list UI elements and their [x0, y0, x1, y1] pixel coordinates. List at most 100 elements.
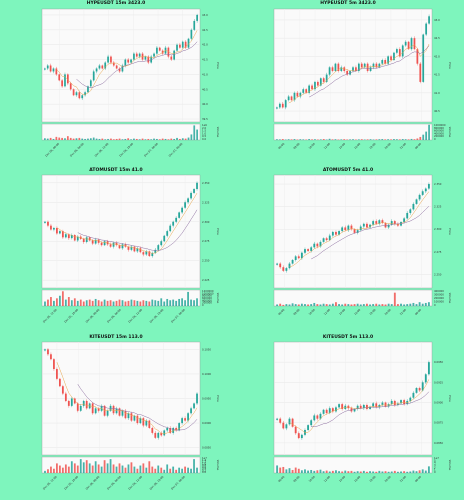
candle-body: [427, 362, 430, 375]
candle-body: [366, 404, 368, 409]
candle-body: [378, 220, 381, 224]
volume-bar: [359, 304, 362, 306]
volume-bar: [61, 291, 64, 306]
volume-tick-label: 1e6: [202, 123, 207, 127]
volume-bar: [133, 466, 136, 473]
volume-bar: [110, 138, 112, 140]
candle-body: [64, 234, 67, 238]
candle-body: [89, 80, 92, 87]
volume-axis-label: Volume: [216, 127, 220, 138]
volume-bar: [58, 295, 61, 306]
y-tick-label: 0.0875: [434, 421, 443, 425]
candle-body: [282, 422, 285, 429]
volume-bar: [412, 470, 415, 473]
volume-bar: [325, 304, 328, 306]
candle-body: [91, 240, 94, 244]
volume-bar: [294, 467, 297, 473]
volume-bar: [316, 470, 319, 473]
x-tick-label: 08:00: [292, 142, 300, 150]
volume-bar: [181, 138, 184, 140]
volume-bar: [297, 468, 300, 473]
y-tick-label: 40.5: [202, 87, 208, 91]
candle-body: [381, 220, 384, 223]
y-tick-label: 41.5: [202, 58, 208, 62]
volume-tick-label: 0: [434, 137, 436, 141]
candle-body: [353, 229, 356, 233]
volume-bar: [276, 139, 278, 140]
volume-bar: [313, 470, 316, 473]
volume-bar: [422, 134, 425, 140]
volume-bar: [145, 467, 148, 473]
volume-bar: [285, 304, 288, 306]
candle-body: [319, 241, 322, 247]
y-tick-label: 42.0: [434, 54, 440, 58]
volume-bar: [109, 459, 112, 473]
volume-bar: [416, 138, 419, 140]
volume-bar: [419, 136, 422, 140]
volume-bar: [297, 304, 300, 306]
volume-bar: [141, 138, 144, 140]
candle-body: [304, 249, 306, 253]
volume-bar: [173, 138, 176, 140]
volume-bar: [106, 463, 109, 473]
volume-bar: [148, 301, 151, 306]
volume-bar: [340, 139, 343, 140]
y-tick-label: 2.250: [202, 259, 210, 263]
candle-body: [300, 252, 303, 259]
volume-bar: [170, 138, 173, 140]
candle-body: [170, 56, 173, 60]
candle-body: [384, 60, 387, 64]
volume-bar: [118, 138, 121, 140]
candle-body: [316, 243, 319, 247]
candle-body: [279, 263, 282, 268]
y-tick-label: 43.0: [202, 13, 208, 17]
chart-title: HYPEUSDT 5m 3423.0: [320, 1, 376, 6]
volume-bar: [160, 467, 163, 473]
volume-bar: [193, 300, 195, 306]
candle-body: [154, 249, 157, 253]
volume-bar: [92, 137, 95, 140]
x-tick-label: 20:00: [384, 142, 392, 150]
candle-body: [56, 369, 58, 379]
volume-bar: [278, 139, 281, 140]
candle-body: [378, 63, 381, 68]
candle-body: [173, 50, 176, 60]
candle-body: [190, 408, 192, 414]
candle-body: [127, 246, 130, 250]
candle-body: [393, 400, 396, 405]
volume-bar: [44, 138, 46, 140]
volume-tick-label: 0.8: [202, 463, 206, 467]
volume-bar: [322, 471, 325, 473]
candle-body: [56, 227, 58, 234]
candle-body: [404, 41, 407, 46]
volume-bar: [145, 300, 148, 306]
candle-body: [44, 221, 46, 223]
candle-body: [297, 433, 300, 439]
volume-bar: [350, 304, 353, 306]
candle-body: [121, 410, 124, 416]
x-tick-label: Dec 06, 06:00: [106, 308, 122, 324]
candle-body: [73, 235, 76, 241]
ma-slow-line: [77, 384, 198, 431]
candle-body: [285, 268, 288, 271]
volume-bar: [338, 471, 340, 473]
volume-tick-label: 0.5: [202, 134, 206, 138]
candle-body: [184, 41, 187, 48]
volume-tick-label: 0.2: [202, 468, 206, 472]
volume-bar: [184, 466, 186, 473]
volume-bar: [167, 139, 170, 140]
x-tick-label: Dec 05, 12:00: [42, 475, 58, 491]
candle-body: [95, 68, 98, 72]
volume-bar: [418, 470, 421, 473]
candle-body: [412, 392, 415, 398]
candle-body: [375, 63, 378, 68]
volume-tick-label: 600000: [202, 296, 212, 300]
chart-title: ATOMUSDT 5m 41.0: [322, 168, 374, 173]
candle-body: [381, 60, 384, 64]
candle-body: [325, 74, 328, 82]
volume-tick-label: 400000: [202, 298, 212, 302]
ma-fast-line: [56, 192, 198, 254]
candle-body: [94, 239, 97, 244]
candle-body: [413, 38, 416, 50]
volume-bar: [196, 467, 198, 473]
